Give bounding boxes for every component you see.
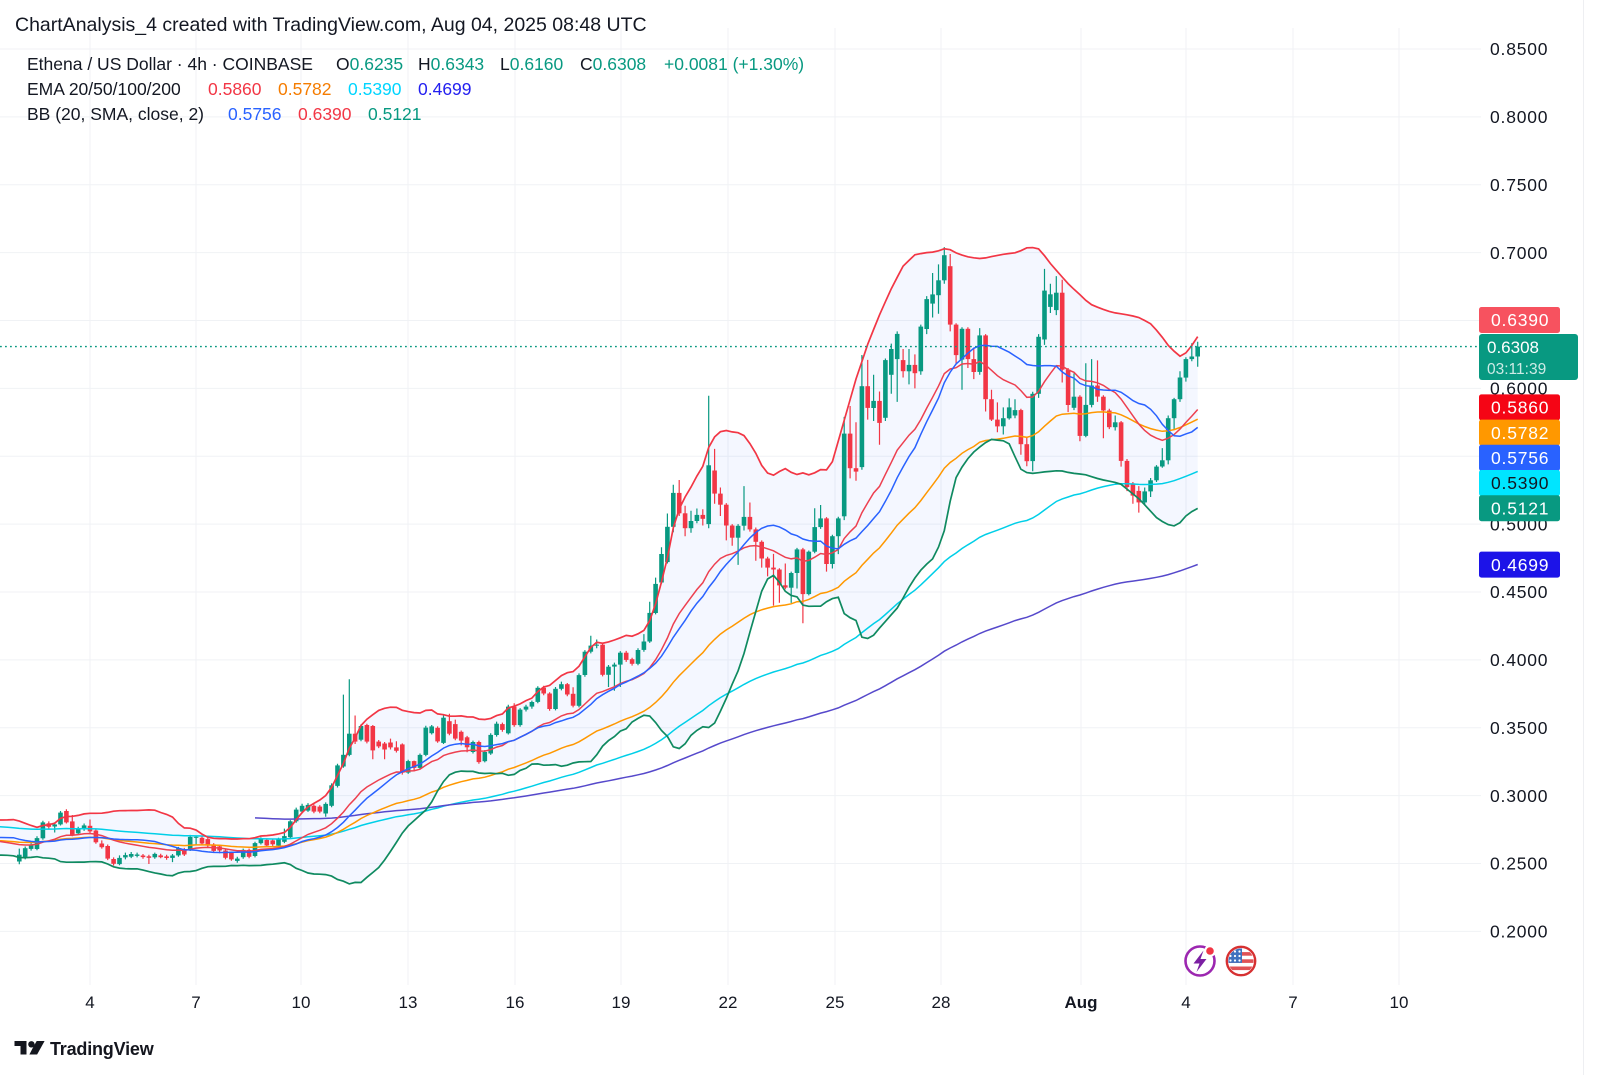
svg-text:0.2000: 0.2000 <box>1490 922 1548 942</box>
svg-text:0.6000: 0.6000 <box>1490 379 1548 399</box>
svg-text:7: 7 <box>191 993 200 1012</box>
svg-text:0.5860: 0.5860 <box>1491 398 1549 418</box>
svg-text:0.8500: 0.8500 <box>1490 39 1548 59</box>
svg-text:EMA 20/50/100/200: EMA 20/50/100/200 <box>27 79 181 99</box>
svg-text:TradingView: TradingView <box>50 1039 155 1059</box>
svg-text:7: 7 <box>1288 993 1297 1012</box>
svg-text:0.5390: 0.5390 <box>348 79 402 99</box>
svg-text:0.5121: 0.5121 <box>368 104 422 124</box>
svg-text:0.4000: 0.4000 <box>1490 650 1548 670</box>
svg-text:BB (20, SMA, close, 2): BB (20, SMA, close, 2) <box>27 104 204 124</box>
svg-text:Aug: Aug <box>1064 993 1097 1012</box>
svg-text:0.6390: 0.6390 <box>1491 310 1549 330</box>
svg-text:ChartAnalysis_4 created with T: ChartAnalysis_4 created with TradingView… <box>15 14 647 36</box>
svg-text:13: 13 <box>399 993 418 1012</box>
svg-text:0.5121: 0.5121 <box>1491 498 1549 518</box>
svg-text:L0.6160: L0.6160 <box>500 54 564 74</box>
svg-text:22: 22 <box>719 993 738 1012</box>
svg-text:H0.6343: H0.6343 <box>418 54 484 74</box>
svg-text:+0.0081 (+1.30%): +0.0081 (+1.30%) <box>664 54 804 74</box>
svg-text:0.5782: 0.5782 <box>1491 423 1549 443</box>
svg-text:0.4699: 0.4699 <box>418 79 472 99</box>
svg-text:10: 10 <box>1390 993 1409 1012</box>
svg-text:0.7500: 0.7500 <box>1490 175 1548 195</box>
svg-text:10: 10 <box>292 993 311 1012</box>
svg-text:0.6390: 0.6390 <box>298 104 352 124</box>
svg-text:0.7000: 0.7000 <box>1490 243 1548 263</box>
svg-text:0.3500: 0.3500 <box>1490 718 1548 738</box>
svg-text:03:11:39: 03:11:39 <box>1487 361 1546 378</box>
svg-text:0.5390: 0.5390 <box>1491 473 1549 493</box>
svg-text:0.4699: 0.4699 <box>1491 555 1549 575</box>
svg-text:0.5756: 0.5756 <box>228 104 282 124</box>
svg-text:0.5756: 0.5756 <box>1491 448 1549 468</box>
svg-text:0.5860: 0.5860 <box>208 79 262 99</box>
svg-text:4: 4 <box>85 993 94 1012</box>
svg-text:Ethena / US Dollar · 4h · COIN: Ethena / US Dollar · 4h · COINBASE <box>27 54 313 74</box>
svg-text:4: 4 <box>1181 993 1190 1012</box>
svg-text:16: 16 <box>506 993 525 1012</box>
svg-text:25: 25 <box>826 993 845 1012</box>
svg-text:0.3000: 0.3000 <box>1490 786 1548 806</box>
svg-text:0.6308: 0.6308 <box>1487 338 1539 357</box>
svg-text:0.5782: 0.5782 <box>278 79 332 99</box>
svg-text:0.2500: 0.2500 <box>1490 854 1548 874</box>
svg-text:0.4500: 0.4500 <box>1490 582 1548 602</box>
svg-text:O0.6235: O0.6235 <box>336 54 403 74</box>
svg-text:0.8000: 0.8000 <box>1490 107 1548 127</box>
svg-text:28: 28 <box>932 993 951 1012</box>
svg-text:19: 19 <box>612 993 631 1012</box>
svg-text:C0.6308: C0.6308 <box>580 54 646 74</box>
